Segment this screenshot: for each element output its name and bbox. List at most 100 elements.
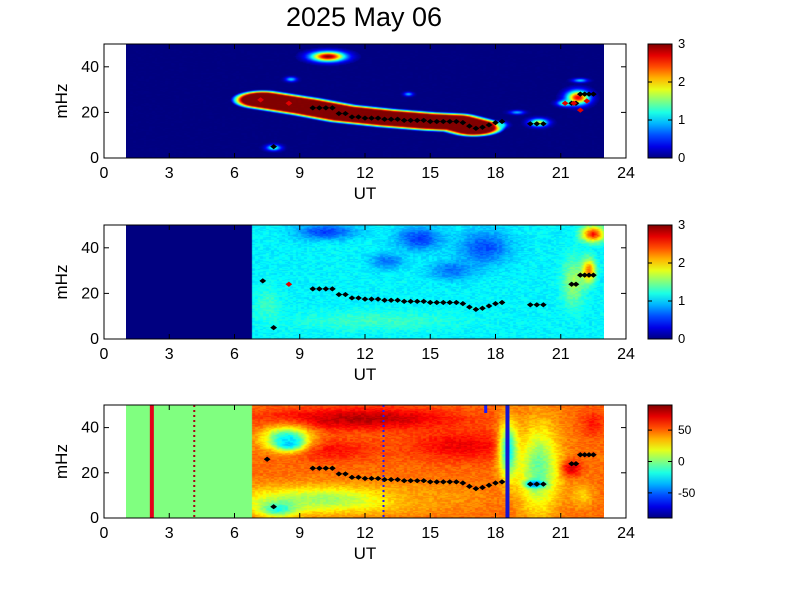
black-marker <box>348 295 356 301</box>
black-marker <box>533 302 541 308</box>
black-marker <box>381 476 388 483</box>
black-marker <box>498 479 506 485</box>
x-axis-label: UT <box>354 365 377 384</box>
black-marker <box>309 105 317 111</box>
black-marker <box>309 286 317 292</box>
black-marker <box>387 297 395 303</box>
black-marker <box>322 286 330 292</box>
y-tick-label: 40 <box>81 59 99 76</box>
black-marker <box>479 484 486 491</box>
black-marker <box>533 481 541 487</box>
black-marker <box>539 302 547 308</box>
black-marker <box>498 299 506 306</box>
colorbar-tick-label: 2 <box>678 255 685 270</box>
y-tick-label: 20 <box>81 104 99 121</box>
black-marker <box>533 121 541 127</box>
x-axis-label: UT <box>354 544 377 563</box>
x-tick-label: 3 <box>165 525 174 542</box>
black-marker <box>576 452 584 458</box>
x-tick-label: 0 <box>100 525 109 542</box>
black-marker <box>394 297 402 303</box>
black-marker <box>335 291 343 298</box>
figure-title: 2025 May 06 <box>285 2 443 32</box>
black-marker <box>485 303 493 309</box>
x-tick-label: 15 <box>421 525 439 542</box>
red-marker <box>576 107 584 113</box>
red-marker <box>257 97 264 103</box>
black-marker <box>381 297 388 303</box>
black-marker <box>420 117 428 123</box>
y-axis-label: mHz <box>52 265 71 300</box>
red-marker <box>561 100 569 106</box>
black-marker <box>387 116 395 122</box>
black-marker <box>413 117 421 123</box>
black-marker <box>526 481 534 487</box>
heatmap-raster <box>126 44 604 158</box>
black-marker <box>426 299 434 306</box>
colorbar-tick-label: 0 <box>678 150 685 165</box>
black-marker <box>539 481 547 487</box>
black-marker <box>400 117 408 123</box>
black-marker <box>485 482 493 488</box>
black-marker <box>400 478 408 484</box>
black-marker <box>433 118 441 125</box>
y-tick-label: 0 <box>90 150 99 167</box>
black-marker <box>576 91 584 97</box>
black-marker <box>439 479 447 485</box>
x-tick-label: 0 <box>100 165 109 182</box>
black-marker <box>459 120 467 126</box>
y-tick-label: 0 <box>90 331 99 348</box>
heatmap-raster <box>126 225 604 339</box>
x-tick-label: 0 <box>100 346 109 363</box>
x-tick-label: 3 <box>165 346 174 363</box>
black-marker <box>568 461 576 467</box>
black-marker <box>407 298 415 304</box>
black-marker <box>355 474 362 480</box>
black-marker <box>585 91 593 97</box>
black-marker <box>387 476 395 483</box>
colorbar-tick-label: 50 <box>678 423 692 437</box>
black-marker <box>342 471 349 477</box>
black-marker <box>589 272 597 278</box>
black-marker <box>335 471 343 477</box>
black-marker <box>439 299 447 306</box>
colorbar-tick-label: -50 <box>678 486 696 500</box>
colorbar-tick-label: 3 <box>678 36 685 51</box>
black-marker <box>368 475 375 482</box>
black-marker <box>328 465 336 471</box>
red-marker <box>570 100 578 106</box>
panel-3: 0 3 6 9 12 15 18 21 24 0 20 40 UT mHz -50 0 50 <box>52 404 696 563</box>
black-marker <box>413 478 421 484</box>
black-marker <box>446 479 454 485</box>
black-marker <box>572 281 580 287</box>
black-marker <box>322 105 330 111</box>
black-marker <box>381 116 388 122</box>
black-marker <box>374 115 382 121</box>
black-marker <box>374 475 382 482</box>
black-marker <box>472 125 480 131</box>
black-marker <box>413 298 421 304</box>
x-tick-label: 21 <box>552 346 570 363</box>
black-marker <box>342 291 349 298</box>
black-marker <box>589 452 597 458</box>
black-marker <box>355 114 362 120</box>
black-marker <box>585 452 593 458</box>
y-tick-label: 40 <box>81 420 99 437</box>
black-marker <box>479 124 486 130</box>
black-marker <box>452 118 460 125</box>
colorbar: 0 1 2 3 <box>647 217 685 346</box>
black-marker <box>466 483 473 489</box>
black-marker <box>581 272 589 278</box>
x-tick-label: 15 <box>421 165 439 182</box>
black-marker <box>420 298 428 304</box>
black-marker <box>452 299 460 306</box>
black-marker <box>368 115 375 121</box>
x-tick-label: 12 <box>356 165 374 182</box>
black-marker <box>581 91 589 97</box>
black-marker <box>459 301 467 307</box>
colorbar: 0 1 2 3 <box>647 36 685 165</box>
x-tick-label: 9 <box>295 165 304 182</box>
black-marker <box>479 305 486 311</box>
black-marker <box>374 296 382 302</box>
